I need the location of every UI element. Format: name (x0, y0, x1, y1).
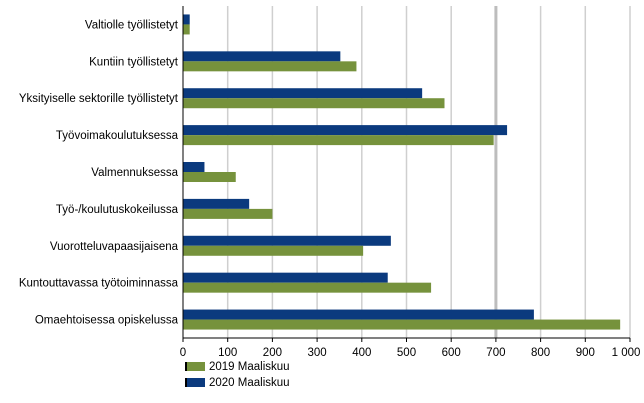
bar-2019-6 (183, 245, 364, 256)
legend-label: 2020 Maaliskuu (209, 377, 290, 389)
category-label: Työ-/koulutuskokeilussa (56, 204, 179, 216)
x-tick-label: 0 (180, 347, 186, 359)
bar-2020-1 (183, 51, 341, 62)
category-labels: Valtiolle työllistetyt Kuntiin työllistet… (19, 19, 179, 326)
bar-2019-3 (183, 135, 494, 146)
category-label: Työvoimakoulutuksessa (56, 130, 179, 142)
bar-2019-1 (183, 61, 357, 72)
bar-2020-6 (183, 235, 391, 246)
bar-2020-0 (183, 14, 190, 25)
category-label: Vuorotteluvapaasijaisena (50, 241, 179, 253)
category-label: Kuntiin työllistetyt (89, 56, 179, 68)
x-tick-label: 700 (486, 347, 505, 359)
x-tick-label: 300 (308, 347, 327, 359)
legend-swatch-edge (185, 362, 187, 371)
legend: 2019 Maaliskuu 2020 Maaliskuu (185, 361, 290, 389)
x-tick-label: 900 (576, 347, 595, 359)
bar-2020-7 (183, 272, 388, 283)
bar-2020-8 (183, 309, 534, 320)
bar-2019-4 (183, 172, 236, 182)
bar-2020-4 (183, 162, 205, 172)
x-tick-label: 100 (218, 347, 237, 359)
bar-2019-8 (183, 319, 621, 330)
bar-2019-5 (183, 208, 273, 219)
category-label: Valtiolle työllistetyt (85, 19, 179, 31)
category-label: Yksityiselle sektorille työllistetyt (19, 93, 179, 105)
bar-2019-7 (183, 282, 432, 293)
x-tick-label: 500 (397, 347, 416, 359)
legend-swatch-edge (185, 378, 187, 387)
category-label: Kuntouttavassa työtoiminnassa (19, 278, 179, 290)
legend-swatch (185, 362, 205, 371)
x-tick-label: 400 (352, 347, 371, 359)
bars (183, 14, 621, 330)
category-label: Omaehtoisessa opiskelussa (35, 315, 179, 327)
category-label: Valmennuksessa (91, 167, 178, 179)
bar-2020-2 (183, 88, 423, 99)
x-tick-label: 800 (531, 347, 550, 359)
x-tick-label: 1 000 (612, 347, 641, 359)
bar-2019-2 (183, 98, 445, 109)
legend-swatch (185, 378, 205, 387)
legend-label: 2019 Maaliskuu (209, 361, 290, 373)
axes (182, 6, 631, 342)
bar-2019-0 (183, 24, 190, 35)
x-tick-label: 200 (263, 347, 282, 359)
bar-2020-3 (183, 125, 508, 136)
bar-2020-5 (183, 198, 250, 209)
x-tick-labels: 0 100 200 300 400 500 600 700 800 900 1 000 (180, 347, 641, 359)
x-tick-label: 600 (442, 347, 461, 359)
